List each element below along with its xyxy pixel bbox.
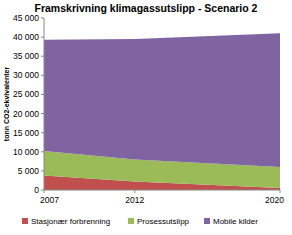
y-tick-label: 30 000 bbox=[13, 70, 39, 80]
chart: Framskrivning klimagassutslipp - Scenari… bbox=[0, 0, 292, 235]
legend-swatch bbox=[204, 218, 210, 224]
y-tick-label: 5 000 bbox=[18, 166, 40, 176]
title: Framskrivning klimagassutslipp - Scenari… bbox=[35, 2, 258, 14]
legend-swatch bbox=[22, 218, 28, 224]
y-axis bbox=[44, 18, 45, 190]
y-tick-label: 0 bbox=[34, 185, 39, 195]
y-tick-label: 20 000 bbox=[13, 109, 39, 119]
x-tick bbox=[280, 190, 281, 193]
y-tick-label: 10 000 bbox=[13, 147, 39, 157]
legend-swatch bbox=[128, 218, 134, 224]
y-tick bbox=[41, 56, 44, 57]
y-tick bbox=[41, 94, 44, 95]
y-tick bbox=[41, 113, 44, 114]
legend-label: Prosessutslipp bbox=[137, 217, 190, 226]
x-tick-label: 2012 bbox=[125, 195, 144, 205]
y-axis-label: tonn CO2-ekvivalenter bbox=[3, 67, 10, 142]
x-tick bbox=[44, 190, 45, 193]
y-tick-label: 25 000 bbox=[13, 89, 39, 99]
legend-label: Mobile kilder bbox=[213, 217, 258, 226]
x-tick bbox=[134, 190, 135, 193]
y-tick bbox=[41, 151, 44, 152]
y-tick-label: 45 000 bbox=[13, 13, 39, 23]
y-tick bbox=[41, 37, 44, 38]
y-tick bbox=[41, 170, 44, 171]
area bbox=[44, 33, 280, 167]
legend-label: Stasjonær forbrenning bbox=[31, 217, 110, 226]
x-tick-label: 2020 bbox=[265, 195, 284, 205]
y-tick-label: 35 000 bbox=[13, 51, 39, 61]
y-tick bbox=[41, 132, 44, 133]
y-tick-label: 40 000 bbox=[13, 32, 39, 42]
y-tick bbox=[41, 18, 44, 19]
x-axis bbox=[44, 190, 280, 191]
x-tick-label: 2007 bbox=[40, 195, 59, 205]
y-tick bbox=[41, 75, 44, 76]
plot-area bbox=[44, 33, 280, 190]
y-tick-label: 15 000 bbox=[13, 128, 39, 138]
